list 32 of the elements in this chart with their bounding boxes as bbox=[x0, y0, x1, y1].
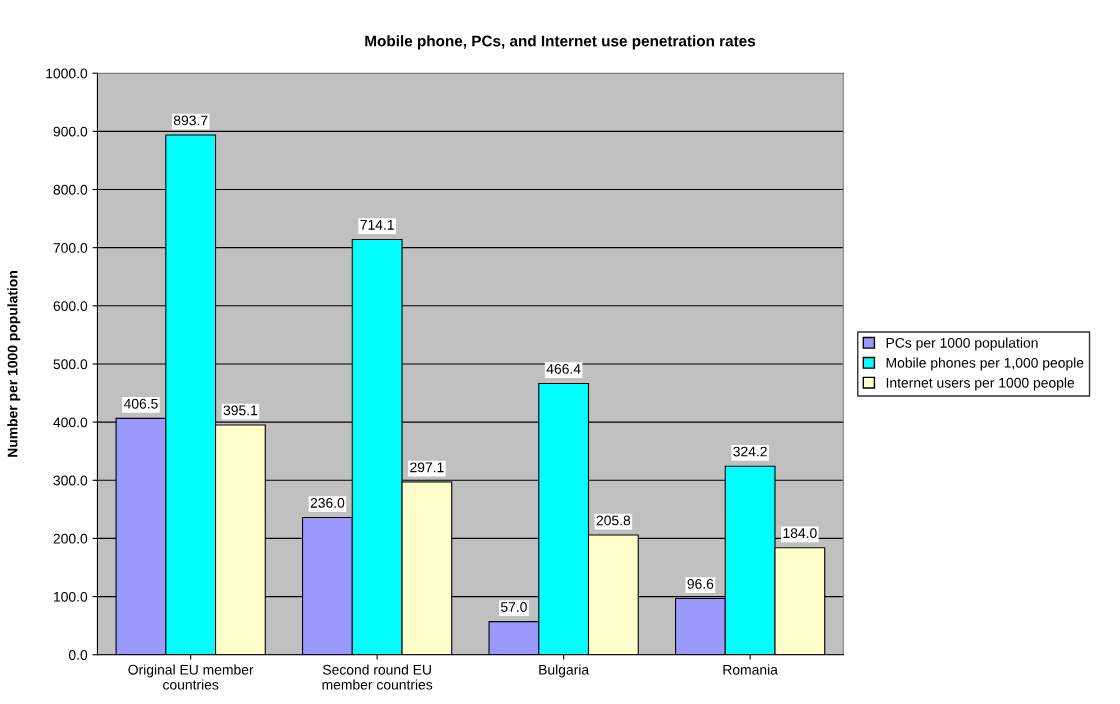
data-label: 297.1 bbox=[410, 462, 444, 473]
data-label: 236.0 bbox=[310, 497, 345, 508]
data-label: 324.2 bbox=[733, 446, 767, 457]
y-axis-title: Number per 1000 population bbox=[7, 271, 21, 457]
y-tick-label: 900.0 bbox=[53, 126, 88, 137]
data-label: 184.0 bbox=[783, 528, 817, 539]
y-tick-label: 800.0 bbox=[53, 184, 88, 195]
y-tick-label: 1000.0 bbox=[46, 68, 88, 79]
y-tick-label: 600.0 bbox=[53, 301, 88, 311]
y-tick-label: 700.0 bbox=[53, 243, 88, 253]
data-label: 205.8 bbox=[596, 515, 631, 526]
legend-label: Internet users per 1000 people bbox=[886, 377, 1075, 391]
data-label: 395.1 bbox=[223, 405, 258, 416]
x-tick-label: Bulgaria bbox=[539, 664, 590, 678]
y-tick-label: 200.0 bbox=[53, 533, 88, 544]
data-label: 893.7 bbox=[173, 115, 208, 126]
y-tick-label: 0.0 bbox=[68, 650, 88, 660]
y-tick-label: 100.0 bbox=[54, 591, 88, 602]
data-label: 466.4 bbox=[546, 363, 581, 374]
legend-label: Mobile phones per 1,000 people bbox=[886, 357, 1084, 371]
data-label: 406.5 bbox=[123, 398, 158, 409]
data-label: 96.6 bbox=[687, 579, 714, 589]
chart-title: Mobile phone, PCs, and Internet use penetration rates bbox=[365, 35, 756, 50]
y-tick-label: 400.0 bbox=[53, 417, 88, 428]
y-tick-label: 500.0 bbox=[53, 359, 88, 370]
y-tick-label: 300.0 bbox=[53, 475, 88, 486]
x-tick-label: Original EU member countries bbox=[128, 664, 254, 690]
x-tick-label: Second round EU member countries bbox=[322, 664, 433, 690]
data-label: 714.1 bbox=[360, 220, 394, 230]
data-label: 57.0 bbox=[500, 602, 527, 612]
x-tick-label: Romania bbox=[723, 664, 778, 675]
legend-label: PCs per 1000 population bbox=[886, 337, 1038, 351]
